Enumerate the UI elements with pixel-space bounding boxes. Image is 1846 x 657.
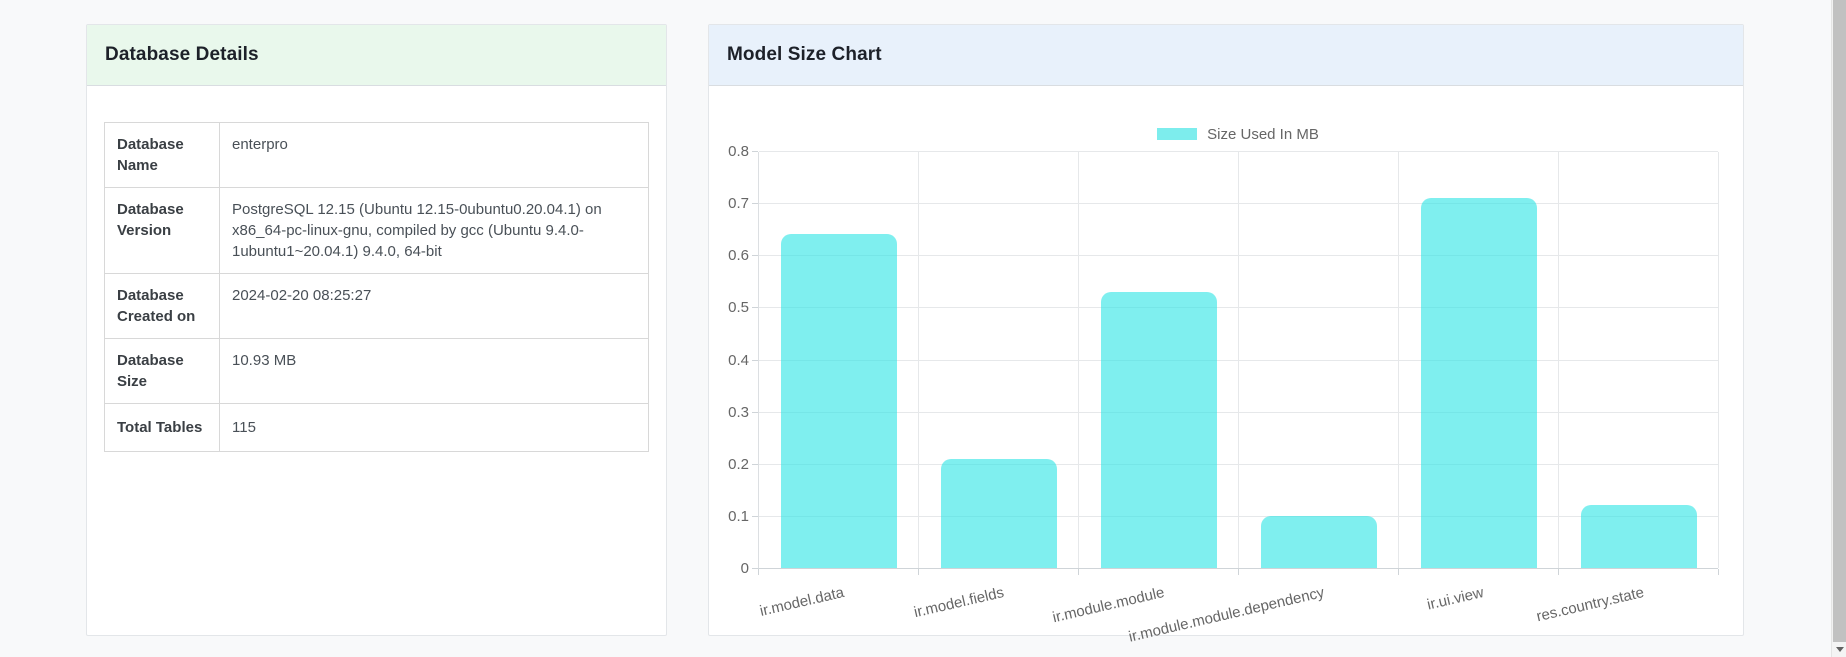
table-row: Total Tables 115 [104, 403, 649, 452]
y-tick-label: 0.7 [728, 195, 749, 213]
bar-ir.model.fields[interactable] [941, 458, 1057, 568]
gridline [1078, 152, 1079, 568]
y-tick-label: 0.6 [728, 247, 749, 265]
y-tick-label: 0.4 [728, 351, 749, 369]
y-tick-label: 0.8 [728, 143, 749, 160]
y-tick-label: 0.3 [728, 403, 749, 421]
y-tick-label: 0.1 [728, 507, 749, 525]
x-axis-tick [758, 569, 759, 575]
x-tick-label: ir.model.data [758, 584, 846, 620]
y-tick-label: 0 [740, 560, 749, 577]
x-axis-tick [918, 569, 919, 575]
gridline [1718, 152, 1719, 568]
x-axis-tick [1078, 569, 1079, 575]
chart-legend-item[interactable]: Size Used In MB [758, 125, 1718, 143]
x-axis-tick [1558, 569, 1559, 575]
y-tick-label: 0.2 [728, 455, 749, 473]
y-axis-tick [752, 463, 758, 465]
x-tick-label: res.country.state [1535, 584, 1646, 626]
y-axis-tick [752, 255, 758, 257]
database-details-title: Database Details [105, 44, 259, 65]
y-axis-tick [752, 515, 758, 517]
row-label: Database Size [104, 338, 220, 404]
vertical-scrollbar[interactable] [1831, 0, 1846, 657]
x-axis-tick [1238, 569, 1239, 575]
database-details-table: Database Name enterpro Database Version Pos… [104, 122, 649, 452]
database-details-card: Database Details Database Name enterpro Da… [86, 24, 667, 636]
database-details-body: Database Name enterpro Database Version Pos… [87, 122, 666, 657]
y-axis-tick [752, 151, 758, 152]
x-axis-tick [1398, 569, 1399, 575]
x-axis-tick [1718, 569, 1719, 575]
gridline [918, 152, 919, 568]
gridline [1398, 152, 1399, 568]
table-row: Database Name enterpro [104, 122, 649, 188]
row-value: enterpro [219, 122, 649, 188]
row-value: 115 [219, 403, 649, 452]
x-tick-label: ir.module.module [1050, 584, 1166, 627]
bar-ir.module.module.dependency[interactable] [1261, 515, 1377, 568]
table-row: Database Created on 2024-02-20 08:25:27 [104, 273, 649, 339]
y-axis-tick [752, 359, 758, 361]
row-label: Total Tables [104, 403, 220, 452]
gridline [759, 151, 1718, 152]
x-tick-label: ir.ui.view [1425, 584, 1486, 614]
model-size-chart-body: Size Used In MB 0 0.1 0.2 0.3 0.4 0.5 0.6 0.7 0.… [709, 86, 1743, 646]
row-label: Database Name [104, 122, 220, 188]
row-value: 10.93 MB [219, 338, 649, 404]
scrollbar-thumb[interactable] [1833, 0, 1846, 642]
y-axis-tick [752, 203, 758, 205]
row-value: PostgreSQL 12.15 (Ubuntu 12.15-0ubuntu0.… [219, 187, 649, 274]
y-axis-tick [752, 307, 758, 309]
model-size-chart-title: Model Size Chart [727, 44, 882, 65]
row-label: Database Created on [104, 273, 220, 339]
scrollbar-down-button[interactable] [1832, 642, 1846, 657]
row-label: Database Version [104, 187, 220, 274]
row-value: 2024-02-20 08:25:27 [219, 273, 649, 339]
table-row: Database Size 10.93 MB [104, 338, 649, 404]
y-tick-label: 0.5 [728, 299, 749, 317]
y-axis-tick [752, 411, 758, 413]
table-row: Database Version PostgreSQL 12.15 (Ubuntu… [104, 187, 649, 274]
x-tick-label: ir.model.fields [912, 584, 1006, 622]
bar-ir.module.module[interactable] [1101, 291, 1217, 568]
bar-ir.ui.view[interactable] [1421, 197, 1537, 568]
gridline [1238, 152, 1239, 568]
legend-label: Size Used In MB [1207, 125, 1319, 143]
model-size-chart-header: Model Size Chart [709, 25, 1743, 86]
bar-res.country.state[interactable] [1581, 505, 1697, 568]
bar-chart-plot: 0 0.1 0.2 0.3 0.4 0.5 0.6 0.7 0.8 ir.model.data ir… [728, 143, 1719, 646]
legend-swatch-icon [1157, 128, 1198, 140]
y-axis-tick [752, 568, 758, 569]
database-details-header: Database Details [87, 25, 666, 86]
chevron-down-icon [1835, 647, 1844, 652]
model-size-chart-card: Model Size Chart Size Used In MB 0 0.1 0.2… [708, 24, 1744, 646]
gridline [1558, 152, 1559, 568]
bar-ir.model.data[interactable] [781, 234, 897, 568]
